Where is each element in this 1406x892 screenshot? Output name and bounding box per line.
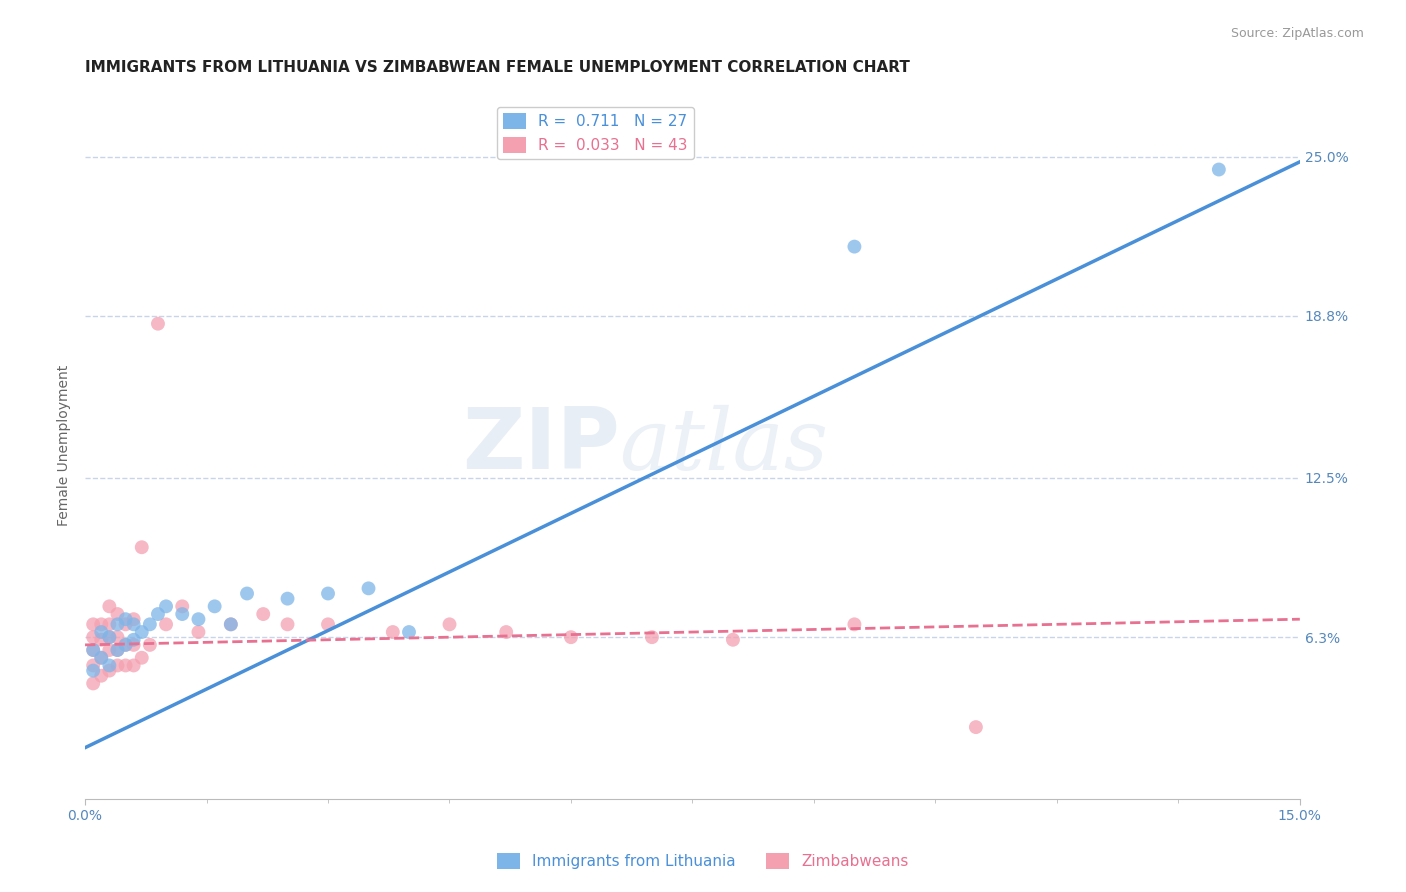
Point bbox=[155, 599, 177, 614]
Point bbox=[316, 617, 339, 632]
Point bbox=[114, 658, 136, 673]
Point bbox=[107, 658, 129, 673]
Y-axis label: Female Unemployment: Female Unemployment bbox=[58, 365, 72, 526]
Point bbox=[439, 617, 461, 632]
Point bbox=[560, 630, 582, 644]
Point bbox=[155, 617, 177, 632]
Point bbox=[139, 638, 162, 652]
Point bbox=[187, 612, 209, 626]
Point bbox=[90, 650, 112, 665]
Text: ZIP: ZIP bbox=[461, 404, 620, 487]
Point bbox=[398, 625, 420, 640]
Point bbox=[90, 632, 112, 647]
Point bbox=[641, 630, 664, 644]
Point bbox=[357, 582, 380, 596]
Point bbox=[277, 591, 299, 606]
Point bbox=[122, 658, 145, 673]
Point bbox=[82, 658, 104, 673]
Point bbox=[107, 617, 129, 632]
Point bbox=[219, 617, 242, 632]
Legend: R =  0.711   N = 27, R =  0.033   N = 43: R = 0.711 N = 27, R = 0.033 N = 43 bbox=[496, 107, 693, 159]
Point bbox=[204, 599, 226, 614]
Point bbox=[172, 599, 194, 614]
Point bbox=[98, 630, 121, 644]
Point bbox=[1208, 162, 1230, 177]
Point bbox=[82, 643, 104, 657]
Point bbox=[172, 607, 194, 621]
Point bbox=[122, 617, 145, 632]
Point bbox=[316, 586, 339, 600]
Point bbox=[114, 638, 136, 652]
Point bbox=[98, 617, 121, 632]
Point bbox=[107, 643, 129, 657]
Point bbox=[965, 720, 987, 734]
Legend: Immigrants from Lithuania, Zimbabweans: Immigrants from Lithuania, Zimbabweans bbox=[491, 847, 915, 875]
Point bbox=[82, 630, 104, 644]
Point bbox=[721, 632, 744, 647]
Point bbox=[131, 650, 153, 665]
Point bbox=[82, 664, 104, 678]
Point bbox=[114, 617, 136, 632]
Point bbox=[98, 599, 121, 614]
Point bbox=[122, 638, 145, 652]
Point bbox=[844, 617, 866, 632]
Point bbox=[381, 625, 404, 640]
Text: atlas: atlas bbox=[620, 404, 828, 487]
Point bbox=[146, 607, 169, 621]
Point bbox=[98, 643, 121, 657]
Point bbox=[219, 617, 242, 632]
Point bbox=[236, 586, 259, 600]
Point bbox=[146, 317, 169, 331]
Point bbox=[277, 617, 299, 632]
Point bbox=[90, 617, 112, 632]
Point bbox=[122, 632, 145, 647]
Point bbox=[98, 630, 121, 644]
Text: Source: ZipAtlas.com: Source: ZipAtlas.com bbox=[1230, 27, 1364, 40]
Point bbox=[114, 638, 136, 652]
Point bbox=[114, 612, 136, 626]
Point bbox=[90, 669, 112, 683]
Point bbox=[90, 625, 112, 640]
Text: IMMIGRANTS FROM LITHUANIA VS ZIMBABWEAN FEMALE UNEMPLOYMENT CORRELATION CHART: IMMIGRANTS FROM LITHUANIA VS ZIMBABWEAN … bbox=[86, 60, 910, 75]
Point bbox=[187, 625, 209, 640]
Point bbox=[131, 625, 153, 640]
Point bbox=[82, 617, 104, 632]
Point bbox=[131, 541, 153, 555]
Point bbox=[98, 658, 121, 673]
Point bbox=[122, 612, 145, 626]
Point bbox=[252, 607, 274, 621]
Point bbox=[82, 676, 104, 690]
Point bbox=[495, 625, 517, 640]
Point bbox=[98, 664, 121, 678]
Point bbox=[844, 239, 866, 253]
Point bbox=[107, 643, 129, 657]
Point bbox=[139, 617, 162, 632]
Point bbox=[107, 607, 129, 621]
Point bbox=[82, 643, 104, 657]
Point bbox=[90, 650, 112, 665]
Point bbox=[107, 630, 129, 644]
